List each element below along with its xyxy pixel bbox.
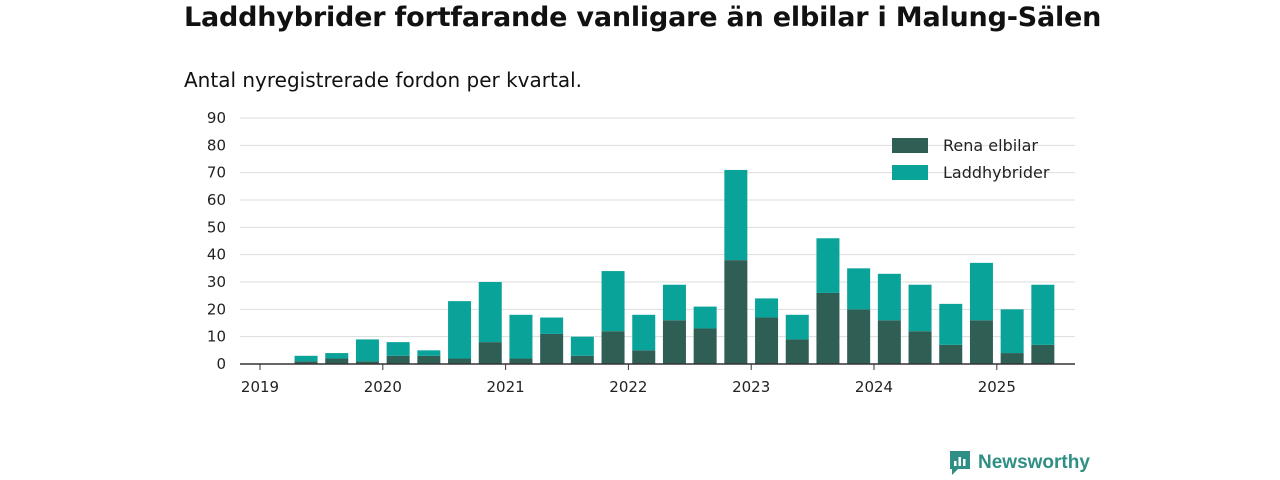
bar-laddhybrider [355, 339, 379, 362]
bar-rena-elbilar [939, 344, 963, 364]
bar-laddhybrider [877, 273, 901, 321]
bar-rena-elbilar [1031, 344, 1055, 364]
bar-rena-elbilar [355, 361, 379, 364]
y-tick-label: 20 [207, 300, 226, 318]
bar-laddhybrider [1000, 309, 1024, 354]
bar-laddhybrider [417, 350, 441, 356]
bar-rena-elbilar [632, 350, 656, 364]
bar-laddhybrider [785, 314, 809, 340]
bar-laddhybrider [448, 301, 472, 359]
bar-rena-elbilar [847, 309, 871, 364]
bar-rena-elbilar [908, 331, 932, 364]
bar-laddhybrider [601, 271, 625, 332]
legend: Rena elbilar Laddhybrider [892, 136, 1050, 182]
newsworthy-logo-icon [950, 451, 970, 475]
bar-laddhybrider [325, 353, 349, 359]
bar-rena-elbilar [294, 361, 318, 364]
bar-rena-elbilar [448, 358, 472, 364]
bar-laddhybrider [755, 298, 779, 318]
y-tick-label: 50 [207, 218, 226, 236]
x-tick-label: 2020 [364, 378, 402, 396]
legend-label-laddhybrider: Laddhybrider [943, 163, 1050, 182]
y-tick-label: 80 [207, 136, 226, 154]
bar-rena-elbilar [785, 339, 809, 364]
bar-laddhybrider [724, 169, 748, 261]
x-tick-label: 2021 [487, 378, 525, 396]
bar-laddhybrider [570, 336, 594, 356]
bar-rena-elbilar [662, 320, 686, 364]
bar-rena-elbilar [417, 355, 441, 364]
gridlines [240, 117, 1075, 338]
bar-rena-elbilar [969, 320, 993, 364]
y-tick-label: 10 [207, 328, 226, 346]
bar-laddhybrider [386, 342, 410, 356]
x-tick-label: 2019 [241, 378, 279, 396]
y-tick-label: 0 [216, 355, 226, 373]
legend-label-rena-elbilar: Rena elbilar [943, 136, 1038, 155]
y-tick-label: 60 [207, 191, 226, 209]
bar-laddhybrider [847, 268, 871, 310]
bar-laddhybrider [969, 262, 993, 321]
bar-rena-elbilar [877, 320, 901, 364]
bar-rena-elbilar [816, 292, 840, 364]
legend-swatch-laddhybrider [892, 165, 928, 180]
bar-rena-elbilar [570, 355, 594, 364]
chart-title: Laddhybrider fortfarande vanligare än el… [184, 2, 1102, 33]
bar-rena-elbilar [540, 333, 564, 364]
bar-rena-elbilar [1000, 353, 1024, 364]
bar-laddhybrider [693, 306, 717, 329]
x-tick-label: 2022 [609, 378, 647, 396]
bars [294, 169, 1055, 364]
bar-rena-elbilar [386, 355, 410, 364]
x-tick-label: 2023 [732, 378, 770, 396]
y-tick-label: 30 [207, 273, 226, 291]
bar-rena-elbilar [755, 317, 779, 364]
x-axis: 2019 2020 2021 2022 2023 2024 2025 [240, 363, 1075, 396]
bar-laddhybrider [1031, 284, 1055, 345]
bar-rena-elbilar [724, 260, 748, 364]
bar-laddhybrider [939, 303, 963, 345]
bar-laddhybrider [662, 284, 686, 321]
bar-laddhybrider [478, 282, 502, 343]
newsworthy-logo: Newsworthy [948, 450, 1090, 476]
y-axis-ticks: 0 10 20 30 40 50 60 70 80 90 [207, 109, 226, 373]
brand-name: Newsworthy [978, 452, 1090, 473]
bar-laddhybrider [509, 314, 533, 359]
bar-rena-elbilar [601, 331, 625, 364]
y-tick-label: 40 [207, 246, 226, 264]
x-tick-label: 2025 [978, 378, 1016, 396]
bar-rena-elbilar [693, 328, 717, 364]
bar-rena-elbilar [478, 342, 502, 364]
bar-rena-elbilar [325, 358, 349, 364]
stacked-bar-chart: 0 10 20 30 40 50 60 70 80 90 2019 2020 2021 2022 2023… [207, 109, 1075, 396]
x-tick-label: 2024 [855, 378, 893, 396]
bar-rena-elbilar [509, 358, 533, 364]
bar-laddhybrider [908, 284, 932, 332]
bar-laddhybrider [632, 314, 656, 351]
chart-subtitle: Antal nyregistrerade fordon per kvartal. [184, 68, 583, 92]
y-tick-label: 70 [207, 164, 226, 182]
legend-swatch-rena-elbilar [892, 138, 928, 153]
bar-laddhybrider [816, 238, 840, 293]
bar-laddhybrider [540, 317, 564, 334]
y-tick-label: 90 [207, 109, 226, 127]
bar-laddhybrider [294, 355, 318, 362]
